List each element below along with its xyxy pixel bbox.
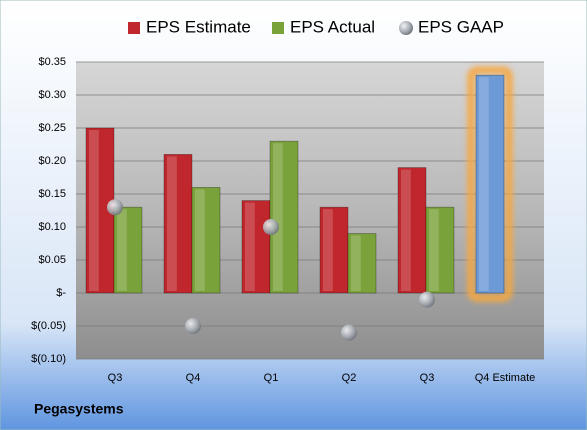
bar-shine xyxy=(429,209,439,291)
gaap-point xyxy=(419,291,435,308)
bar xyxy=(113,206,143,294)
bar xyxy=(475,74,505,294)
bar xyxy=(163,153,193,294)
legend-marker xyxy=(399,21,413,35)
bar-shine xyxy=(273,143,283,291)
bar-shine xyxy=(479,77,489,291)
bar-shine xyxy=(245,202,255,291)
y-tick-label: $0.25 xyxy=(38,122,66,134)
bar xyxy=(241,200,271,294)
bar xyxy=(425,206,455,294)
bar-shine xyxy=(167,156,177,291)
bar xyxy=(347,233,377,294)
highlight-glow xyxy=(467,66,513,302)
plot-area xyxy=(76,62,544,359)
bar-shine xyxy=(89,130,99,291)
bar-shine xyxy=(323,209,333,291)
x-tick-label: Q3 xyxy=(420,372,435,384)
gaap-point xyxy=(107,199,123,216)
x-tick-label: Q4 xyxy=(186,372,201,384)
legend-marker xyxy=(272,22,284,34)
x-tick-label: Q4 Estimate xyxy=(475,372,536,384)
legend-text: EPS GAAP xyxy=(418,17,504,36)
y-tick-label: $(0.10) xyxy=(31,353,66,365)
chart-title: Pegasystems xyxy=(34,401,124,417)
y-tick-label: $0.10 xyxy=(38,221,66,233)
bar xyxy=(191,186,221,294)
bar-shine xyxy=(401,169,411,291)
x-tick-label: Q2 xyxy=(342,372,357,384)
legend-text: EPS Actual xyxy=(290,17,375,36)
legend-text: EPS Estimate xyxy=(146,17,251,36)
x-tick-label: Q3 xyxy=(108,372,123,384)
gaap-point xyxy=(185,318,201,334)
bar-shine xyxy=(195,189,205,291)
bar-shine xyxy=(117,209,127,291)
bar xyxy=(269,140,299,294)
y-tick-label: $0.20 xyxy=(38,155,66,167)
x-tick-label: Q1 xyxy=(264,372,279,384)
bar-shine xyxy=(351,235,361,291)
gaap-point xyxy=(341,324,357,341)
bar xyxy=(397,167,427,294)
y-tick-label: $(0.05) xyxy=(31,320,66,332)
y-tick-label: $0.05 xyxy=(38,254,66,266)
gaap-point xyxy=(263,219,279,235)
y-tick-label: $- xyxy=(56,287,66,299)
y-tick-label: $0.35 xyxy=(38,56,66,68)
y-tick-label: $0.30 xyxy=(38,89,66,101)
y-tick-label: $0.15 xyxy=(38,188,66,200)
legend-marker xyxy=(128,22,140,34)
